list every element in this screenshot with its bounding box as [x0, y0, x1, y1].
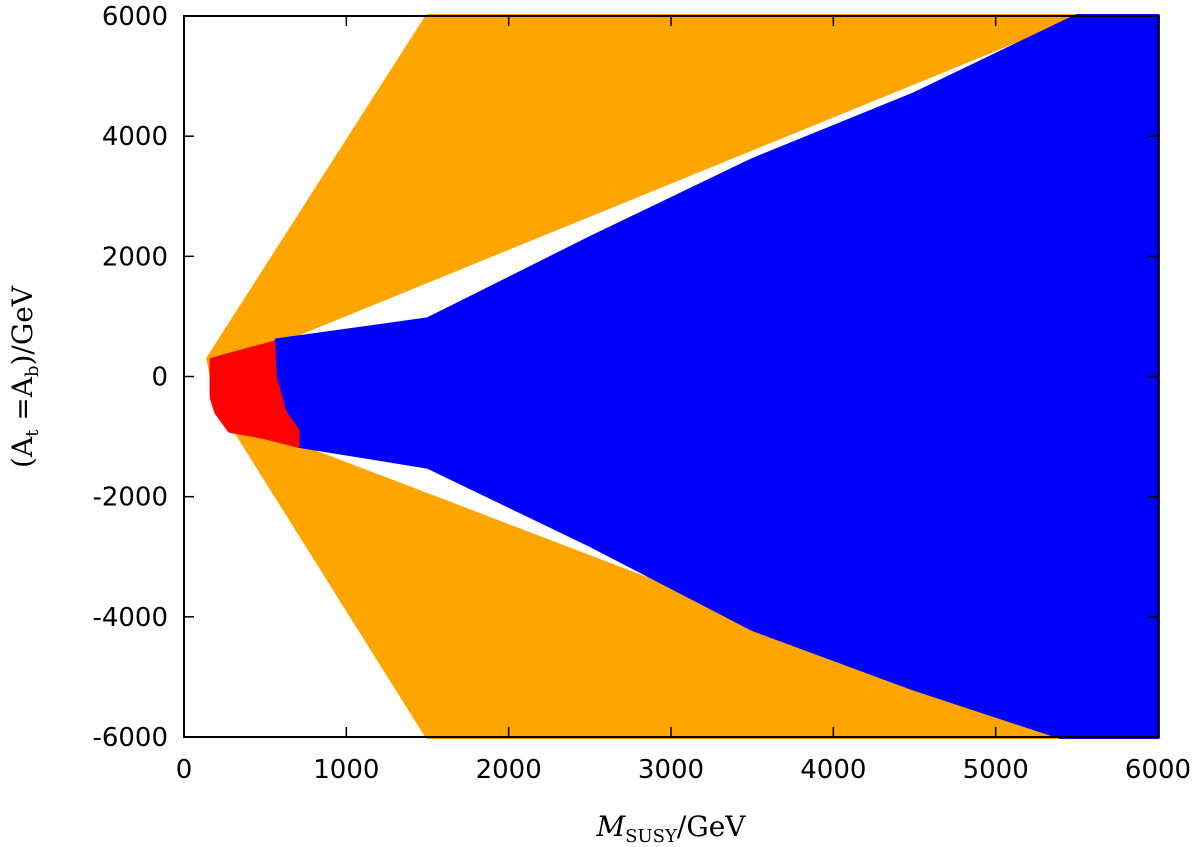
- y-axis-title-sub1: t: [22, 429, 43, 437]
- x-axis-title-rest: /GeV: [677, 810, 746, 843]
- y-tick-label: -2000: [92, 483, 168, 513]
- y-tick-label: 4000: [102, 122, 168, 152]
- y-axis-title-close: )/GeV: [6, 285, 39, 365]
- x-tick-label: 5000: [963, 755, 1029, 785]
- series-layer: [206, 14, 1160, 739]
- x-axis-title: MSUSY/GeV: [596, 810, 747, 847]
- y-axis-title-sub2: b: [22, 366, 43, 378]
- y-axis: 6000 4000 2000 0 -2000 -4000 -6000: [92, 2, 1158, 753]
- y-axis-title-open: (A: [6, 436, 39, 468]
- x-tick-label: 0: [176, 755, 193, 785]
- y-tick-label: 6000: [102, 2, 168, 32]
- x-axis-title-main: M: [596, 810, 627, 843]
- series-region-1: [274, 14, 1160, 739]
- x-tick-label: 3000: [638, 755, 704, 785]
- y-tick-label: -6000: [92, 723, 168, 753]
- y-axis-title-mid: =A: [6, 376, 39, 429]
- x-tick-label: 1000: [313, 755, 379, 785]
- x-axis: 0 1000 2000 3000 4000 5000 6000: [176, 16, 1191, 785]
- series-region-2: [209, 340, 300, 448]
- x-tick-label: 2000: [476, 755, 542, 785]
- y-axis-title: (At =Ab)/GeV: [6, 285, 43, 468]
- y-tick-label: 0: [151, 363, 168, 393]
- y-tick-label: 2000: [102, 242, 168, 272]
- x-axis-title-sub: SUSY: [625, 826, 678, 847]
- plot-area: [183, 14, 1160, 739]
- x-tick-label: 6000: [1125, 755, 1191, 785]
- y-tick-label: -4000: [92, 603, 168, 633]
- x-tick-label: 4000: [800, 755, 866, 785]
